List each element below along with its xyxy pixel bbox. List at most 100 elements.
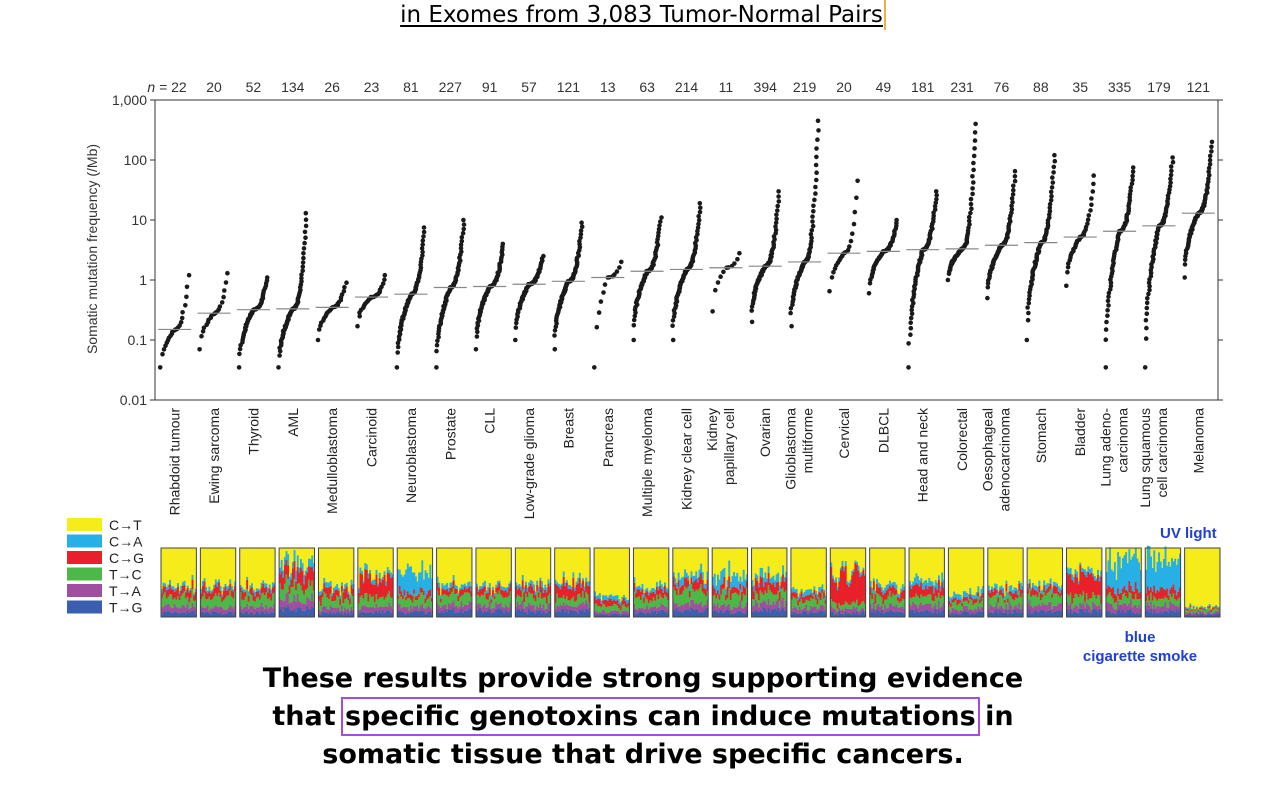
spectrum-segment	[254, 596, 257, 602]
spectrum-segment	[1080, 604, 1083, 609]
spectrum-segment	[1071, 574, 1074, 580]
data-point	[1130, 177, 1135, 183]
spectrum-segment	[1118, 593, 1121, 600]
spectrum-segment	[780, 600, 783, 610]
spectrum-segment	[942, 579, 945, 588]
spectrum-segment	[246, 604, 249, 612]
spectrum-segment	[680, 586, 683, 595]
spectrum-segment	[1071, 603, 1074, 610]
spectrum-segment	[920, 602, 923, 611]
spectrum-segment	[810, 605, 813, 611]
spectrum-segment	[1066, 608, 1069, 617]
spectrum-segment	[659, 611, 662, 617]
spectrum-segment	[989, 611, 992, 617]
spectrum-segment	[929, 611, 932, 617]
data-point	[813, 184, 818, 190]
spectrum-segment	[1057, 586, 1060, 592]
spectrum-segment	[205, 587, 208, 592]
spectrum-segment	[285, 593, 288, 608]
spectrum-segment	[495, 584, 498, 588]
spectrum-segment	[255, 591, 258, 598]
data-point	[968, 201, 974, 207]
spectrum-segment	[230, 585, 233, 591]
spectrum-segment	[931, 600, 934, 609]
spectrum-segment	[1107, 611, 1110, 617]
spectrum-segment	[1028, 583, 1031, 589]
spectrum-segment	[1040, 590, 1042, 594]
spectrum-segment	[408, 610, 411, 614]
spectrum-segment	[1169, 593, 1172, 602]
spectrum-segment	[759, 567, 762, 577]
spectrum-segment	[484, 610, 486, 617]
spectrum-segment	[937, 579, 940, 593]
spectrum-segment	[657, 610, 660, 617]
spectrum-segment	[718, 607, 721, 613]
spectrum-segment	[942, 587, 945, 596]
spectrum-segment	[438, 612, 441, 617]
spectrum-segment	[588, 611, 591, 617]
spectrum-segment	[990, 589, 993, 598]
spectrum-segment	[1013, 600, 1016, 607]
cancer-type-label-line: Rhabdoid tumour	[167, 408, 183, 516]
spectrum-segment	[362, 605, 365, 612]
spectrum-segment	[378, 597, 381, 607]
spectrum-segment	[1192, 607, 1195, 608]
spectrum-segment	[1036, 586, 1039, 593]
spectrum-segment	[214, 584, 217, 594]
spectrum-segment	[364, 592, 367, 606]
spectrum-segment	[549, 593, 552, 603]
spectrum-panel	[987, 547, 1024, 618]
spectrum-segment	[898, 594, 901, 599]
spectrum-segment	[411, 595, 414, 603]
spectrum-segment	[280, 589, 283, 600]
spectrum-segment	[913, 597, 916, 604]
spectrum-segment	[1038, 603, 1041, 612]
spectrum-segment	[1192, 607, 1195, 612]
spectrum-segment	[1194, 610, 1197, 611]
spectrum-segment	[457, 592, 460, 596]
data-point	[179, 315, 185, 321]
spectrum-segment	[164, 605, 167, 612]
spectrum-segment	[350, 606, 353, 612]
spectrum-segment	[821, 589, 824, 594]
y-tick-label: 1,000	[112, 92, 147, 108]
spectrum-segment	[862, 567, 865, 570]
spectrum-segment	[757, 582, 760, 588]
spectrum-segment	[1207, 613, 1210, 617]
cancer-type-label: Thyroid	[245, 408, 261, 455]
data-point	[854, 195, 859, 201]
spectrum-segment	[1174, 612, 1177, 617]
spectrum-segment	[528, 586, 531, 592]
spectrum-segment	[734, 607, 737, 613]
spectrum-segment	[900, 588, 903, 593]
spectrum-segment	[1052, 611, 1055, 617]
spectrum-segment	[712, 605, 715, 612]
spectrum-segment	[337, 590, 340, 597]
cancer-type-label: Head and neck	[915, 407, 931, 502]
spectrum-segment	[585, 591, 588, 601]
spectrum-segment	[438, 605, 441, 613]
spectrum-segment	[790, 613, 793, 617]
spectrum-segment	[203, 578, 206, 582]
spectrum-segment	[614, 613, 617, 617]
spectrum-segment	[480, 607, 483, 611]
spectrum-segment	[703, 588, 706, 594]
spectrum-segment	[429, 589, 432, 596]
spectrum-segment	[378, 572, 381, 579]
spectrum-segment	[641, 612, 644, 617]
spectrum-segment	[987, 585, 990, 591]
spectrum-segment	[696, 577, 699, 583]
spectrum-segment	[928, 612, 931, 617]
spectrum-segment	[484, 591, 486, 605]
spectrum-segment	[285, 607, 288, 617]
spectrum-segment	[254, 591, 257, 597]
spectrum-segment	[618, 613, 621, 617]
spectrum-segment	[216, 586, 219, 596]
spectrum-segment	[449, 594, 452, 605]
spectrum-segment	[843, 614, 846, 617]
spectrum-segment	[1154, 593, 1157, 599]
spectrum-segment	[352, 613, 355, 617]
spectrum-segment	[361, 606, 363, 612]
spectrum-segment	[200, 588, 203, 594]
spectrum-segment	[326, 608, 329, 613]
